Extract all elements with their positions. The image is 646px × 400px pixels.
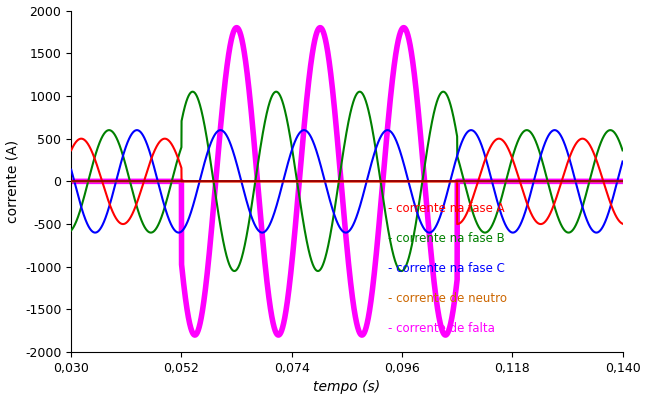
Text: - corrente de neutro: - corrente de neutro [388,292,507,305]
X-axis label: tempo (s): tempo (s) [313,380,380,394]
Text: - corrente de falta: - corrente de falta [388,322,495,336]
Y-axis label: corrente (A): corrente (A) [6,140,19,223]
Text: - corrente na fase C: - corrente na fase C [388,262,505,275]
Text: - corrente na fase A: - corrente na fase A [388,202,505,215]
Text: - corrente na fase B: - corrente na fase B [388,232,505,245]
